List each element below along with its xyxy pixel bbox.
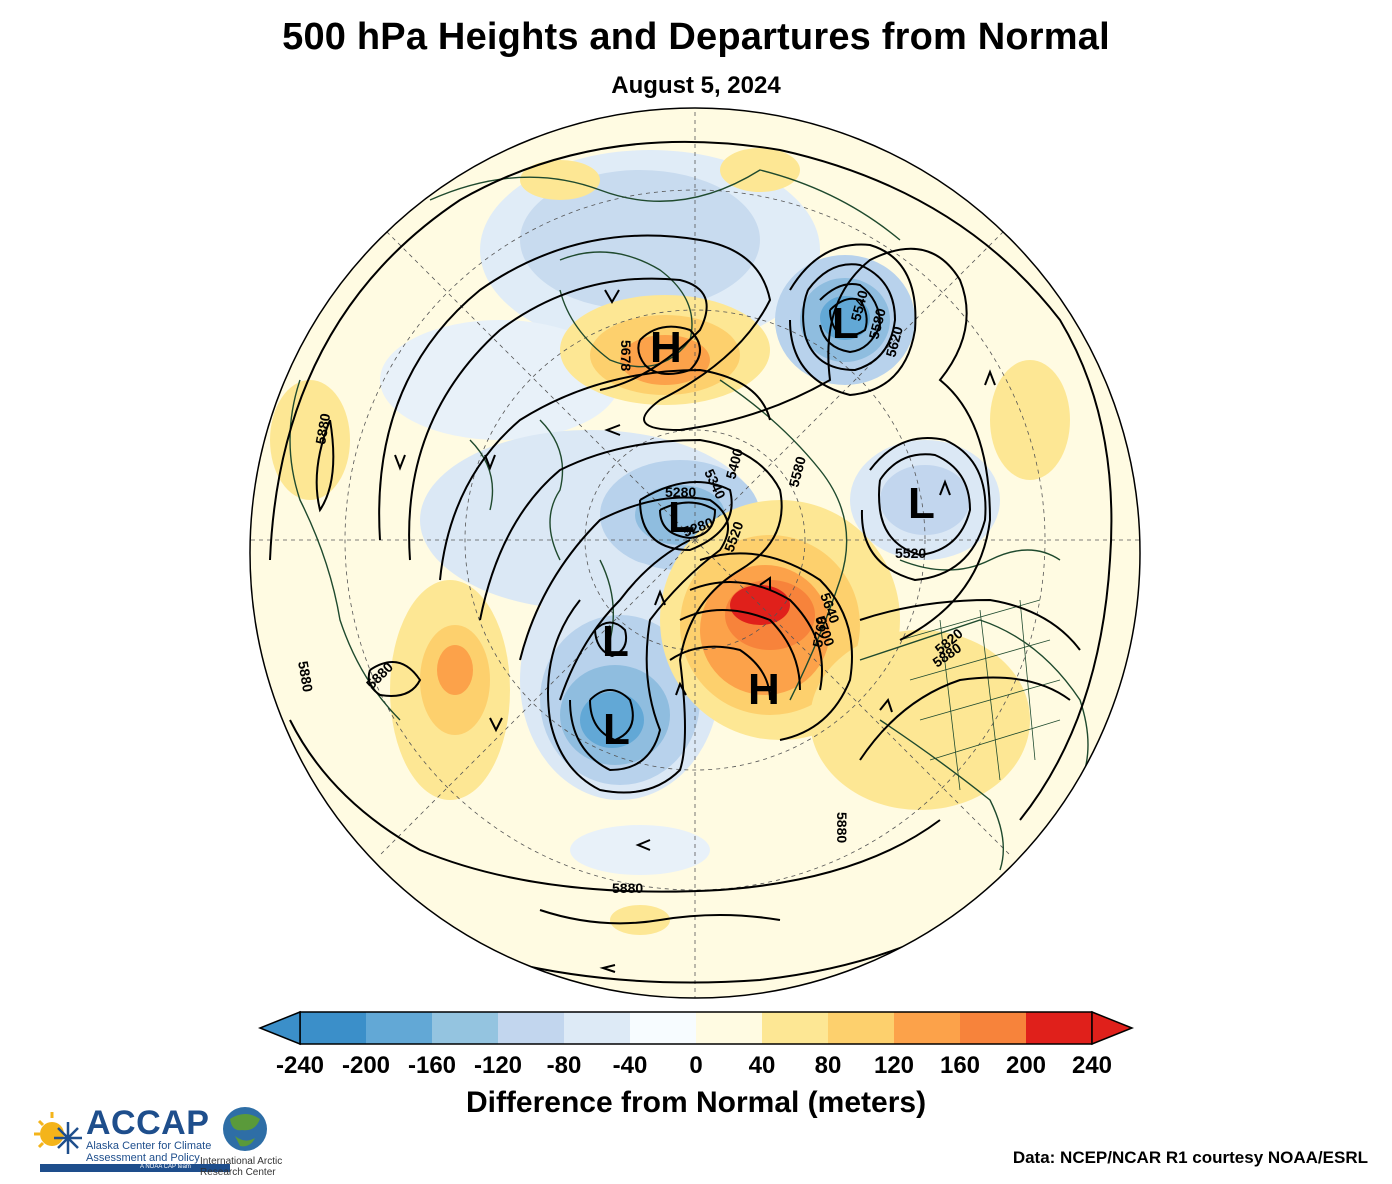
iarc-logo: International Arctic Research Center	[200, 1104, 290, 1180]
colorbar-segment	[1026, 1012, 1093, 1044]
accap-logo: ACCAP Alaska Center for Climate Assessme…	[30, 1104, 230, 1176]
anomaly-pos-nw	[270, 380, 350, 500]
contour-label: 5678	[618, 340, 634, 371]
colorbar-tick-label: -200	[341, 1052, 391, 1079]
contour-label: 5520	[895, 545, 926, 561]
colorbar-tick-label: 0	[689, 1052, 703, 1079]
contour-label: 5880	[834, 812, 850, 843]
colorbar-tick-label: 160	[939, 1052, 981, 1079]
colorbar-segment	[696, 1012, 763, 1044]
contour-label: 5880	[612, 880, 643, 896]
iarc-full-name: International Arctic Research Center	[200, 1156, 283, 1178]
chart-title: 500 hPa Heights and Departures from Norm…	[282, 16, 1110, 58]
height-contours	[269, 140, 1113, 984]
colorbar-ticks: -240 -200 -160 -120 -80 -40 0 40 80 120 160 200 240	[0, 1052, 1392, 1082]
colorbar-segment	[828, 1012, 895, 1044]
contour-label: 5880	[295, 660, 316, 694]
colorbar-tick-label: 120	[873, 1052, 915, 1079]
colorbar-segment	[498, 1012, 565, 1044]
low-center: L	[603, 705, 630, 754]
contour-label: 5580	[785, 454, 809, 488]
high-center: H	[650, 323, 682, 372]
low-center: L	[832, 299, 859, 348]
colorbar-tick-label: -80	[546, 1052, 582, 1079]
colorbar-segment	[960, 1012, 1027, 1044]
flow-arrows	[394, 289, 996, 973]
globe-outline	[249, 107, 1141, 999]
contour-5880-outer	[269, 140, 1113, 821]
colorbar-tick-label: -240	[275, 1052, 325, 1079]
anomaly-neg-bottom	[570, 825, 710, 875]
high-center: H	[748, 665, 780, 714]
colorbar-tick-label: -40	[612, 1052, 648, 1079]
contour-label: 5540	[847, 288, 871, 322]
colorbar-tick-label: -160	[407, 1052, 457, 1079]
anomaly-pos-ne	[990, 360, 1070, 480]
accap-name: ACCAP	[86, 1104, 210, 1142]
colorbar-title: Difference from Normal (meters)	[465, 1086, 927, 1119]
contour-label: 5580	[865, 306, 889, 340]
colorbar-tick-label: 40	[748, 1052, 776, 1079]
low-center: L	[668, 493, 695, 542]
colorbar-segment	[564, 1012, 631, 1044]
colorbar-segment	[630, 1012, 697, 1044]
globe-icon	[223, 1107, 267, 1151]
contour-label: 5400	[722, 446, 746, 480]
chart-date: August 5, 2024	[611, 72, 781, 99]
low-center: L	[908, 479, 935, 528]
low-center: L	[602, 617, 629, 666]
contour-label: 5620	[882, 324, 906, 358]
colorbar-segment	[300, 1012, 367, 1044]
colorbar-segment	[894, 1012, 961, 1044]
colorbar-tick-label: -120	[473, 1052, 523, 1079]
data-credit: Data: NCEP/NCAR R1 courtesy NOAA/ESRL	[1012, 1148, 1368, 1167]
anomaly-shading	[270, 148, 1070, 935]
colorbar-tick-label: 240	[1071, 1052, 1113, 1079]
colorbar-tick-label: 200	[1005, 1052, 1047, 1079]
contour-label: 5760	[809, 615, 830, 649]
colorbar-under-arrow	[257, 1010, 301, 1046]
accap-program: A NOAA CAP team	[140, 1164, 191, 1170]
colorbar-over-arrow	[1091, 1010, 1135, 1046]
contour-label: 5880	[312, 412, 333, 446]
colorbar-segment	[762, 1012, 829, 1044]
pressure-systems: H L L L L L H	[602, 299, 935, 754]
contour-label: 5280	[665, 484, 696, 500]
accap-full-name: Alaska Center for Climate Assessment and…	[86, 1140, 212, 1164]
accap-bar	[40, 1164, 230, 1172]
colorbar-segment	[432, 1012, 499, 1044]
colorbar-tick-label: 80	[814, 1052, 842, 1079]
sun-snowflake-icon	[34, 1112, 82, 1154]
colorbar-segment	[366, 1012, 433, 1044]
